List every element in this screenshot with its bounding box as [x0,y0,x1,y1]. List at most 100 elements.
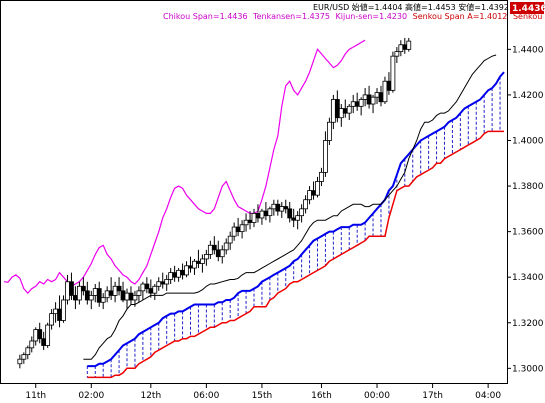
candle-body-up [152,285,158,294]
candle-body-up [33,329,39,342]
candle-body-up [243,219,249,226]
candle [287,202,293,223]
time-tick-label: 00:00 [364,391,390,401]
candle-body-down [196,260,201,264]
candle [144,277,150,294]
candle-body-up [370,96,376,105]
price-tick-label: 1.3400 [512,273,544,283]
candle-body-up [17,358,23,365]
time-tick-label: 04:00 [475,391,501,401]
candle-body-down [247,219,253,223]
candle-body-up [65,281,70,301]
candle-body-up [76,285,82,301]
candle-body-down [287,208,293,219]
candle-body-up [279,206,285,212]
candle-body-up [92,288,98,296]
candle-body-up [140,283,146,292]
candle-body-up [327,121,332,141]
candle [203,249,209,266]
candle [192,258,197,275]
candle-body-up [45,324,51,346]
candle-body-down [160,281,166,285]
candle-body-down [128,292,134,301]
candle-body-up [124,292,130,301]
candle-body-up [231,226,237,237]
time-tick-label: 02:00 [78,391,104,401]
candle [76,281,82,305]
candle-body-down [180,269,185,276]
candle [267,206,273,223]
candle-body-up [406,40,412,50]
candle-body-down [386,80,392,91]
candle-body-down [73,295,78,301]
candle-body-down [366,94,372,105]
candle-body-up [200,258,205,264]
candle-body-down [215,249,221,258]
chikou-span-line [3,39,366,295]
candle [370,94,376,114]
candle-body-down [37,329,43,340]
candle [37,322,43,344]
cloud-hatch [86,76,501,378]
candle-body-down [354,101,360,107]
candle-body-up [21,354,27,360]
candle-body-up [390,55,396,91]
candle-body-up [203,254,209,260]
candle [382,76,388,105]
candle-body-up [168,272,174,280]
candle [211,236,217,255]
tenkan-sen-line [83,54,497,360]
candle-body-up [362,94,368,100]
indicator-values-line: Chikou Span=1.4436 Tenkansen=1.4375 Kiju… [163,12,545,21]
candle [223,238,229,255]
time-tick-label: 17th [422,391,443,401]
candle-body-up [346,105,352,114]
candle-body-up [299,208,305,217]
candle [45,322,51,348]
time-tick-label: 12th [140,391,161,401]
candle-body-down [263,210,269,217]
candle [346,104,352,120]
candle [17,354,23,369]
candle-body-down [120,290,126,301]
candle-body-up [374,92,380,98]
time-tick-label: 06:00 [193,391,219,401]
candle-body-up [330,99,336,123]
candle [29,336,35,353]
candle [69,272,74,300]
senkou-a-label: Senkou Span A=1.4012 [413,12,508,21]
candle-body-up [319,171,324,182]
candle-body-up [207,244,213,255]
symbol-ohlc-header: EUR/USD 始値=1.4404 高値=1.4453 安値=1.4392 終値… [313,2,545,12]
candles [17,37,412,369]
candle [21,352,27,364]
candle [116,277,122,296]
price-tick-label: 1.4000 [512,136,544,146]
candle [164,274,170,291]
candle-body-up [382,80,388,103]
candle-body-up [323,140,328,173]
candle-body-down [311,190,316,196]
candle-body-up [239,224,245,233]
price-tick-label: 1.4200 [512,91,544,101]
senkou-span-b-line [87,130,504,379]
candle [394,47,400,64]
candle-body-down [41,338,47,346]
candle-body-down [283,206,289,210]
candle-body-up [61,299,66,321]
price-tick-label: 1.3800 [512,182,544,192]
candle [184,261,189,278]
candle-body-down [211,244,217,251]
candle-body-up [29,340,35,349]
candle-body-down [80,285,86,292]
candle [295,211,301,230]
candle-body-down [275,203,281,212]
time-axis: 11th 02:00 12th 06:00 15th 16th 00:00 17th 04:00 [25,383,501,401]
candle [132,290,138,307]
candle-body-up [156,281,162,287]
candle [390,51,396,93]
senkou-b-label: Senkou Span B=1.4040 [513,12,545,21]
candle-body-up [112,285,118,296]
